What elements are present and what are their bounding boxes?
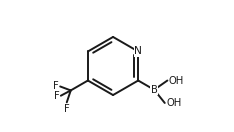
Text: F: F (53, 81, 59, 91)
Text: F: F (54, 91, 59, 101)
Text: B: B (151, 85, 158, 95)
Text: N: N (134, 46, 142, 56)
Text: OH: OH (169, 76, 184, 86)
Text: F: F (64, 104, 70, 114)
Text: OH: OH (166, 98, 181, 108)
